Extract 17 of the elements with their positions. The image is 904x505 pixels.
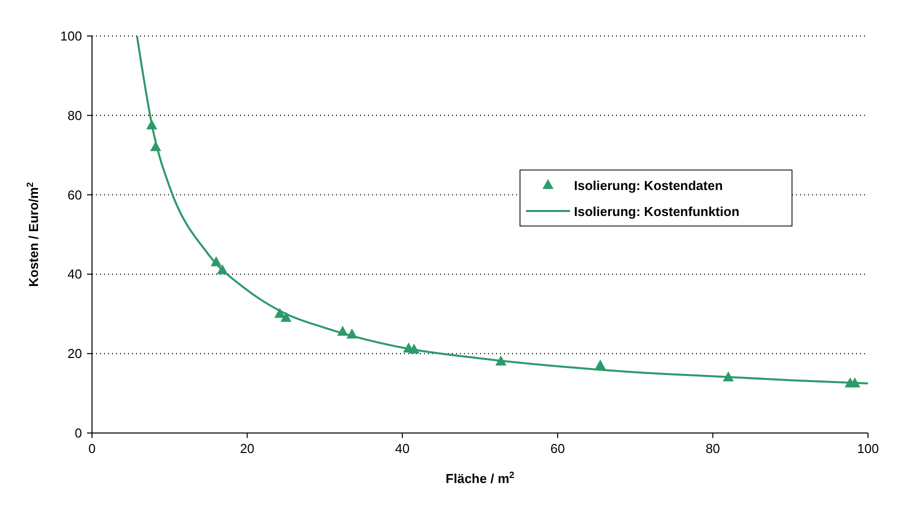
line-series bbox=[136, 35, 869, 384]
x-tick-label: 100 bbox=[857, 441, 879, 456]
y-tick-label: 40 bbox=[68, 266, 82, 282]
x-tick-label: 60 bbox=[550, 441, 565, 456]
point bbox=[280, 312, 292, 322]
x-tick-label: 80 bbox=[706, 441, 720, 456]
y-tick-label: 100 bbox=[60, 28, 82, 44]
y-tick-label: 80 bbox=[68, 108, 82, 123]
y-tick-label: 60 bbox=[68, 187, 82, 202]
legend-label: Isolierung: Kostendaten bbox=[574, 178, 723, 193]
legend-label: Isolierung: Kostenfunktion bbox=[574, 204, 740, 219]
x-tick-label: 0 bbox=[88, 441, 96, 456]
x-tick-label: 40 bbox=[395, 441, 410, 456]
y-tick-label: 20 bbox=[68, 346, 82, 362]
y-tick-label: 0 bbox=[74, 426, 82, 440]
x-axis-title: Fläche / m$^{2}$ bbox=[446, 470, 514, 486]
x-tick-label: 20 bbox=[240, 441, 254, 456]
